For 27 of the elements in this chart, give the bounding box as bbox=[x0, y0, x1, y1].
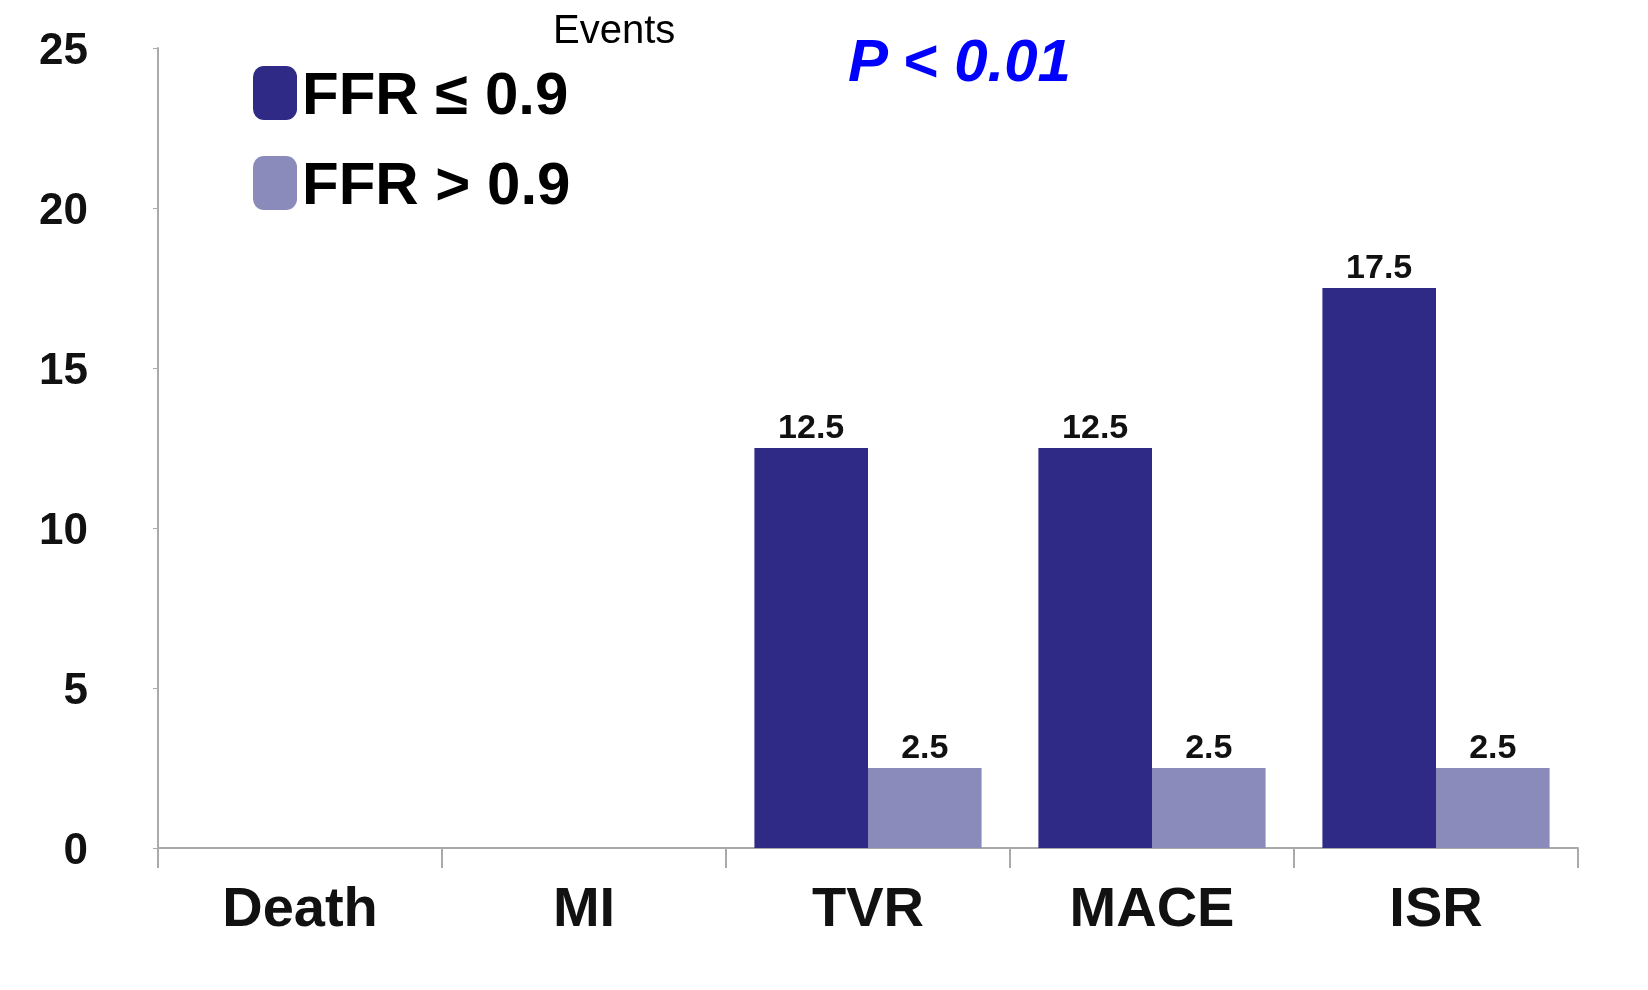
bar bbox=[868, 768, 982, 848]
x-tick-label: TVR bbox=[812, 874, 924, 938]
x-tick-label: Death bbox=[222, 874, 378, 938]
y-tick-label: 10 bbox=[39, 503, 88, 553]
data-label: 2.5 bbox=[1185, 727, 1233, 765]
y-tick-label: 5 bbox=[63, 663, 88, 713]
data-label: 17.5 bbox=[1346, 247, 1413, 285]
y-tick-label: 20 bbox=[39, 183, 88, 233]
y-tick-label: 25 bbox=[39, 23, 88, 73]
y-tick-label: 15 bbox=[39, 343, 88, 393]
data-label: 12.5 bbox=[778, 407, 845, 445]
annotation: P < 0.01 bbox=[848, 26, 1071, 94]
data-label: 12.5 bbox=[1062, 407, 1129, 445]
x-tick-label: MI bbox=[552, 874, 616, 938]
x-tick-label: ISR bbox=[1389, 874, 1483, 938]
data-label: 2.5 bbox=[901, 727, 949, 765]
y-tick-label: 0 bbox=[63, 823, 88, 873]
data-label: 2.5 bbox=[1469, 727, 1517, 765]
legend-label: FFR ≤ 0.9 bbox=[302, 59, 569, 127]
bar bbox=[1152, 768, 1266, 848]
bar bbox=[754, 448, 868, 848]
bar bbox=[1038, 448, 1152, 848]
bar bbox=[1322, 288, 1436, 848]
chart-title: Events bbox=[553, 7, 676, 51]
x-tick-label: MACE bbox=[1069, 874, 1235, 938]
bar bbox=[1436, 768, 1550, 848]
legend-label: FFR > 0.9 bbox=[302, 149, 571, 217]
